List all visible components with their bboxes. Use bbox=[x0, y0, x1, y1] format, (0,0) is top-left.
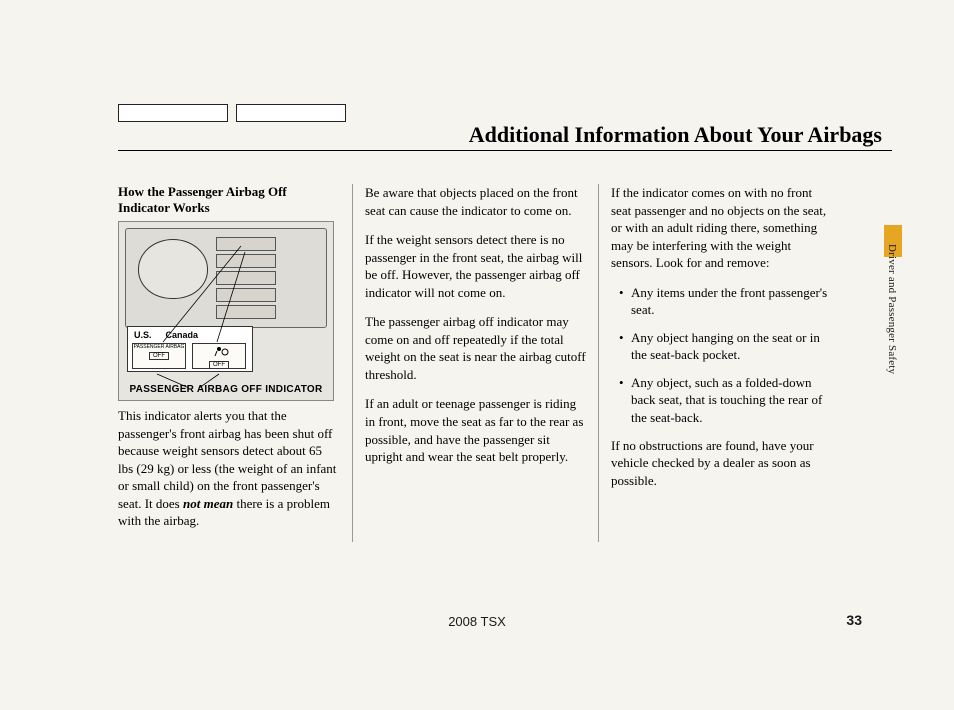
nav-box-next[interactable] bbox=[236, 104, 346, 122]
col3-bullets: Any items under the front passenger's se… bbox=[611, 284, 832, 427]
center-stack bbox=[216, 237, 276, 317]
col1-p1-em: not mean bbox=[183, 496, 236, 511]
indicator-labels-box: U.S. Canada PASSENGER AIRBAG OFF OFF bbox=[127, 326, 253, 372]
footer-model: 2008 TSX bbox=[448, 614, 506, 629]
section-label: Driver and Passenger Safety bbox=[886, 244, 898, 374]
col3-b2: Any object hanging on the seat or in the… bbox=[619, 329, 832, 364]
label-canada: Canada bbox=[166, 329, 199, 341]
indicator-us-text: PASSENGER AIRBAG bbox=[133, 345, 185, 351]
col3-p2: If no obstructions are found, have your … bbox=[611, 437, 832, 490]
column-1: How the Passenger Airbag Off Indicator W… bbox=[118, 184, 352, 542]
col1-p1: This indicator alerts you that the passe… bbox=[118, 407, 340, 530]
col1-subhead: How the Passenger Airbag Off Indicator W… bbox=[118, 184, 340, 215]
nav-box-prev[interactable] bbox=[118, 104, 228, 122]
indicator-us: PASSENGER AIRBAG OFF bbox=[132, 343, 186, 369]
indicator-canada-off: OFF bbox=[209, 361, 229, 370]
indicator-canada: OFF bbox=[192, 343, 246, 369]
figure-caption: PASSENGER AIRBAG OFF INDICATOR bbox=[119, 383, 333, 397]
col3-b3: Any object, such as a folded-down back s… bbox=[619, 374, 832, 427]
page-root: Additional Information About Your Airbag… bbox=[0, 0, 954, 710]
nav-buttons bbox=[118, 104, 346, 122]
col3-b1: Any items under the front passenger's se… bbox=[619, 284, 832, 319]
col2-p3: The passenger airbag off indicator may c… bbox=[365, 313, 586, 383]
page-number: 33 bbox=[846, 612, 862, 628]
airbag-person-icon bbox=[193, 345, 245, 357]
page-title: Additional Information About Your Airbag… bbox=[469, 122, 882, 148]
column-2: Be aware that objects placed on the fron… bbox=[352, 184, 598, 542]
dashboard-outline bbox=[125, 228, 327, 328]
indicator-us-off: OFF bbox=[149, 352, 169, 361]
column-3: If the indicator comes on with no front … bbox=[598, 184, 844, 542]
body-columns: How the Passenger Airbag Off Indicator W… bbox=[118, 184, 844, 542]
col2-p2: If the weight sensors detect there is no… bbox=[365, 231, 586, 301]
col2-p4: If an adult or teenage passenger is ridi… bbox=[365, 395, 586, 465]
dashboard-figure: U.S. Canada PASSENGER AIRBAG OFF OFF bbox=[118, 221, 334, 401]
col2-p1: Be aware that objects placed on the fron… bbox=[365, 184, 586, 219]
title-rule bbox=[118, 150, 892, 151]
col3-p1: If the indicator comes on with no front … bbox=[611, 184, 832, 272]
label-us: U.S. bbox=[134, 329, 152, 341]
steering-wheel-icon bbox=[138, 239, 208, 299]
